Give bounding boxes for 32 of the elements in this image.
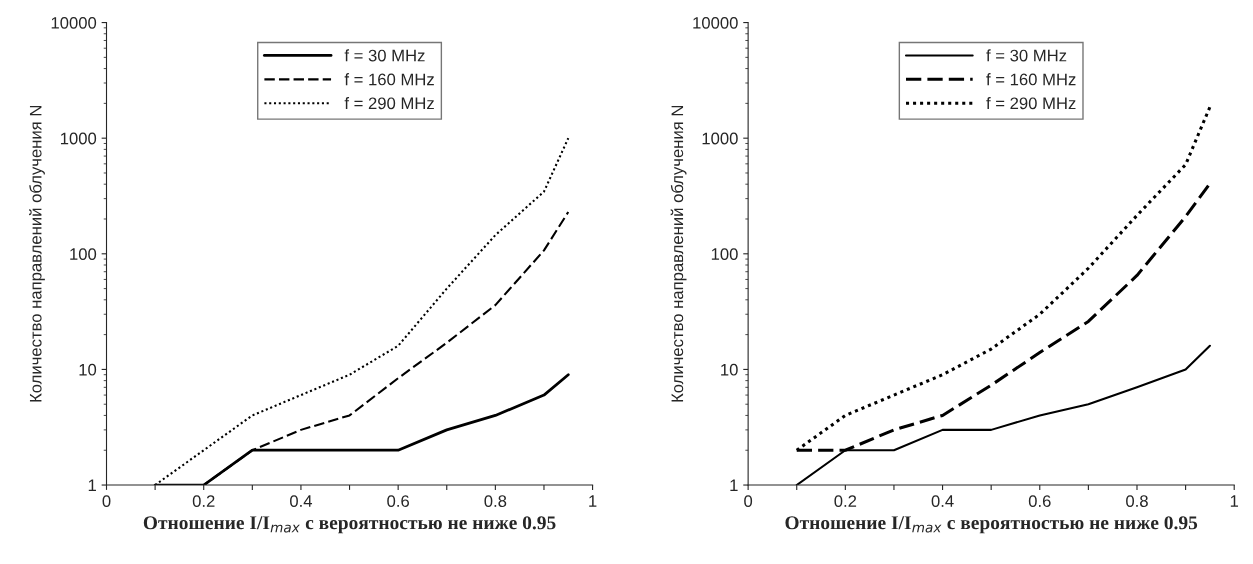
y-tick-label: 100 <box>711 248 738 260</box>
x-tick-label: 0.6 <box>387 495 409 507</box>
legend-label: f = 30 MHz <box>986 49 1067 62</box>
x-tick-label: 0 <box>102 495 111 507</box>
y-tick-label: 1000 <box>60 132 97 145</box>
y-tick-label: 10 <box>79 363 97 376</box>
x-tick-label: 0.6 <box>1028 495 1051 507</box>
x-tick-label: 0.2 <box>192 495 215 507</box>
legend-label: f = 290 MHz <box>344 96 434 110</box>
x-tick-label: 1 <box>1230 495 1239 507</box>
legend-label: f = 160 MHz <box>344 73 434 86</box>
x-tick-label: 0.4 <box>290 495 313 507</box>
x-axis-title: Отношение I/I$_{max}$ с вероятностью не ниже 0.95 <box>143 516 556 534</box>
y-tick-label: 100 <box>70 248 97 260</box>
y-tick-label: 1 <box>88 479 96 492</box>
legend-label: f = 290 MHz <box>986 96 1076 110</box>
x-tick-label: 1 <box>589 495 597 507</box>
x-tick-label: 0.4 <box>931 495 954 507</box>
y-axis-title: Количество направлений облучения N <box>670 105 687 402</box>
y-axis-title: Количество направлений облучения N <box>29 105 45 402</box>
y-tick-label: 10000 <box>693 16 738 29</box>
x-tick-label: 0.8 <box>484 495 507 507</box>
y-tick-label: 1 <box>730 479 738 492</box>
x-tick-label: 0.2 <box>834 495 857 507</box>
y-tick-label: 1000 <box>702 132 738 145</box>
legend-label: f = 160 MHz <box>986 73 1076 86</box>
y-tick-label: 10 <box>721 363 738 376</box>
legend-label: f = 30 MHz <box>344 49 425 62</box>
x-tick-label: 0.8 <box>1126 495 1148 507</box>
x-axis-title: Отношение I/I$_{max}$ с вероятностью не ниже 0.95 <box>785 516 1198 534</box>
y-tick-label: 10000 <box>51 16 97 29</box>
x-tick-label: 0 <box>744 495 753 507</box>
